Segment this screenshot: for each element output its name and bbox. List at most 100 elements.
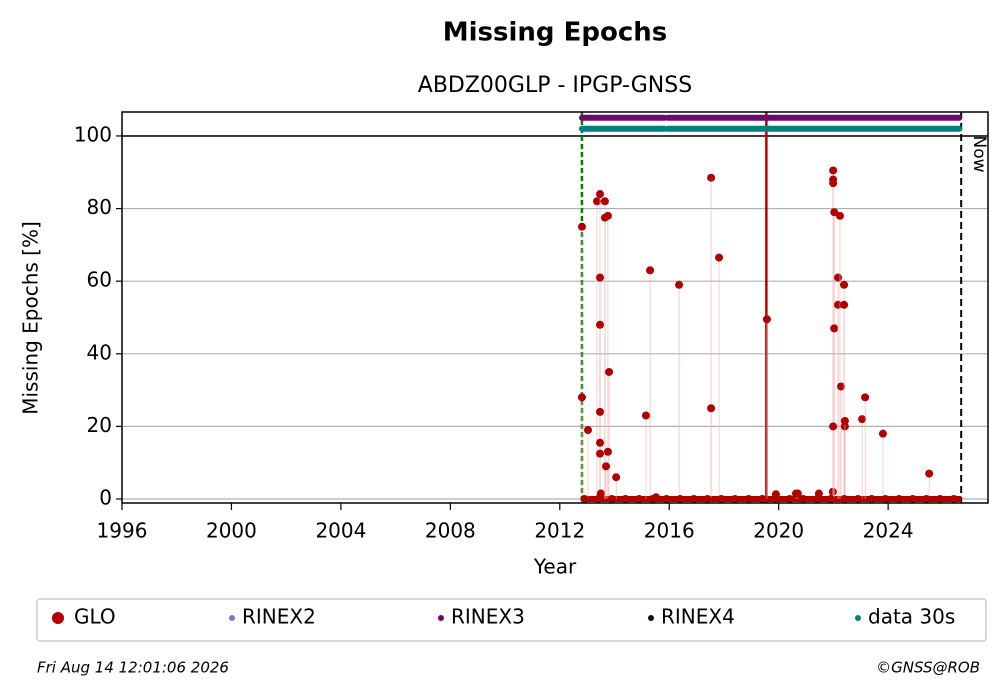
point <box>837 382 846 391</box>
point <box>793 489 802 498</box>
point <box>829 422 838 431</box>
point <box>602 462 611 471</box>
point <box>715 253 724 262</box>
x-tick-label: 2004 <box>315 519 366 543</box>
point <box>771 495 780 504</box>
point <box>936 495 945 504</box>
point <box>612 473 621 482</box>
point <box>758 495 767 504</box>
point <box>840 300 849 309</box>
chart-title: Missing Epochs <box>443 18 667 48</box>
point <box>603 211 612 220</box>
point <box>646 266 655 275</box>
point <box>799 495 808 504</box>
point <box>840 495 849 504</box>
point <box>826 495 835 504</box>
point <box>703 495 712 504</box>
point <box>580 495 589 504</box>
point <box>830 208 839 217</box>
chart-subtitle: ABDZ00GLP - IPGP-GNSS <box>418 73 692 98</box>
y-tick-label: 100 <box>74 122 112 146</box>
point <box>840 416 849 425</box>
point <box>596 449 605 458</box>
legend-label: GLO <box>74 605 116 629</box>
point <box>689 495 698 504</box>
point <box>744 495 753 504</box>
point <box>596 438 605 447</box>
point <box>834 273 843 282</box>
x-tick-label: 2012 <box>534 519 585 543</box>
y-tick-label: 60 <box>87 268 112 292</box>
legend-marker <box>438 615 444 621</box>
point <box>858 415 867 424</box>
point <box>593 197 602 206</box>
y-tick-label: 0 <box>99 486 112 510</box>
point <box>830 324 839 333</box>
point <box>867 495 876 504</box>
x-axis-label: Year <box>533 555 577 579</box>
y-tick-label: 80 <box>87 195 112 219</box>
point <box>949 495 958 504</box>
point <box>648 495 657 504</box>
point <box>577 222 586 231</box>
point <box>812 495 821 504</box>
x-tick-label: 2008 <box>425 519 476 543</box>
point <box>908 495 917 504</box>
legend-marker <box>648 615 654 621</box>
x-tick-label: 2024 <box>863 519 914 543</box>
legend-label: data 30s <box>868 605 955 629</box>
point <box>762 315 771 324</box>
point <box>675 280 684 289</box>
point <box>861 393 870 402</box>
footer-date: Fri Aug 14 12:01:06 2026 <box>37 659 229 677</box>
y-tick-label: 40 <box>87 340 112 364</box>
point <box>785 495 794 504</box>
point <box>881 495 890 504</box>
point <box>676 495 685 504</box>
x-tick-label: 1996 <box>97 519 148 543</box>
x-tick-label: 2000 <box>206 519 257 543</box>
legend-box <box>36 598 987 642</box>
legend-marker <box>229 615 235 621</box>
point <box>835 211 844 220</box>
point <box>707 173 716 182</box>
point <box>605 367 614 376</box>
point <box>583 426 592 435</box>
point <box>925 469 934 478</box>
x-tick-label: 2020 <box>753 519 804 543</box>
point <box>854 495 863 504</box>
point <box>730 495 739 504</box>
point <box>596 320 605 329</box>
plot-frame <box>121 111 989 504</box>
point <box>596 273 605 282</box>
point <box>829 179 838 188</box>
point <box>895 495 904 504</box>
now-label: Now <box>969 135 989 172</box>
legend-label: RINEX3 <box>451 605 525 629</box>
point <box>840 280 849 289</box>
point <box>596 407 605 416</box>
point <box>707 404 716 413</box>
legend-marker <box>52 612 64 624</box>
point <box>596 190 605 199</box>
y-axis-label: Missing Epochs [%] <box>19 221 43 415</box>
point <box>577 393 586 402</box>
point <box>594 495 603 504</box>
point <box>603 447 612 456</box>
point <box>621 495 630 504</box>
x-tick-label: 2016 <box>644 519 695 543</box>
point <box>829 166 838 175</box>
point <box>878 429 887 438</box>
legend-label: RINEX2 <box>242 605 316 629</box>
point <box>600 197 609 206</box>
point <box>662 495 671 504</box>
point <box>717 495 726 504</box>
legend-label: RINEX4 <box>661 605 735 629</box>
legend-marker <box>855 615 861 621</box>
point <box>641 411 650 420</box>
point <box>607 495 616 504</box>
point <box>922 495 931 504</box>
footer-copyright: ©GNSS@ROB <box>876 659 980 677</box>
point <box>635 495 644 504</box>
